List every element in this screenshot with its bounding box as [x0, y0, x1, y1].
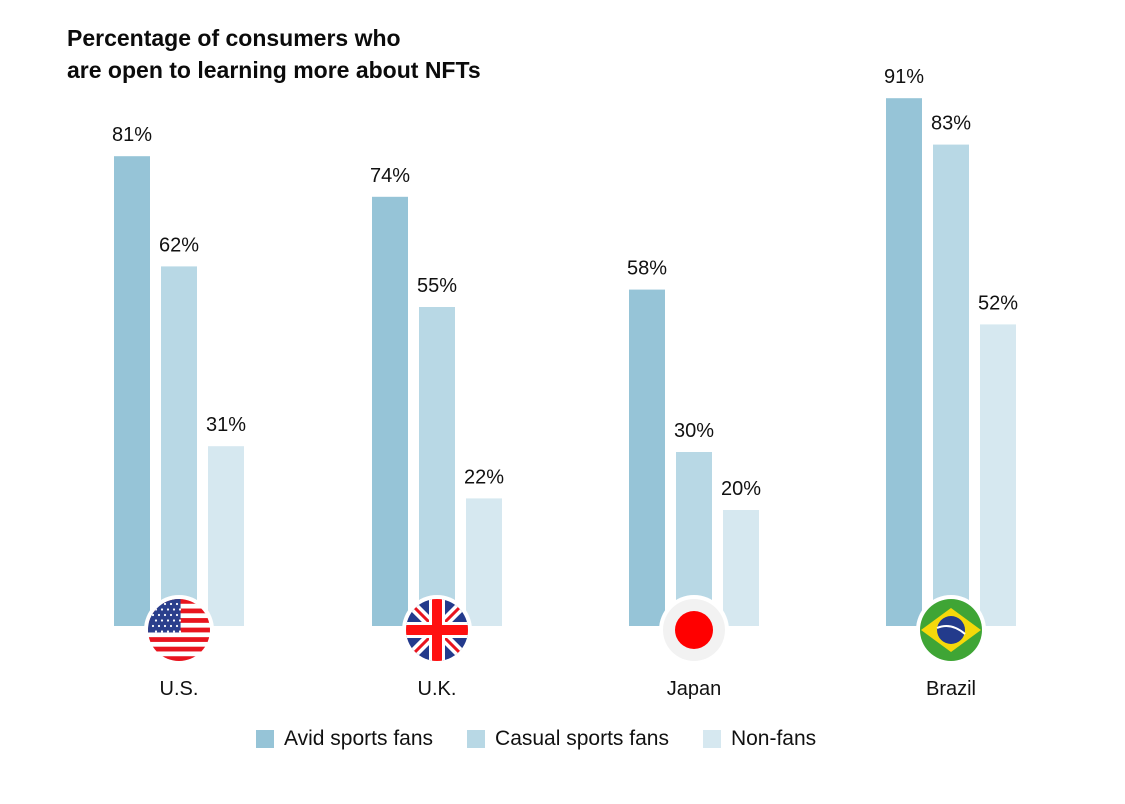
value-labels-group: 81% 62% 31% 74% 55% 22% 58% 30% 20% 91% 83% 52%: [112, 66, 1018, 500]
brazil-flag-icon: [916, 595, 986, 665]
value-label: 30%: [674, 420, 714, 442]
us-flag-icon: [144, 595, 214, 665]
bar-japan-2: [723, 510, 759, 626]
bar-us-1: [161, 266, 197, 626]
legend-item-casual: Casual sports fans: [467, 727, 669, 751]
bar-brazil-1: [933, 144, 969, 626]
value-label: 58%: [627, 258, 667, 280]
category-label-japan: Japan: [667, 678, 722, 700]
value-label: 62%: [159, 234, 199, 256]
category-labels-group: U.S. U.K. Japan Brazil: [160, 678, 976, 700]
bar-uk-0: [372, 196, 408, 627]
value-label: 22%: [464, 466, 504, 488]
legend-swatch-avid: [256, 730, 274, 748]
legend-item-avid: Avid sports fans: [256, 727, 433, 751]
chart-title-line-1: Percentage of consumers who: [67, 25, 401, 51]
legend-swatch-casual: [467, 730, 486, 748]
value-label: 20%: [721, 478, 761, 500]
legend-item-nonfans: Non-fans: [702, 727, 817, 751]
value-label: 81%: [112, 124, 152, 146]
value-label: 91%: [884, 66, 924, 88]
legend: Avid sports fans Casual sports fans Non-…: [256, 727, 850, 751]
legend-label-casual: Casual sports fans: [495, 727, 669, 750]
category-label-brazil: Brazil: [926, 678, 976, 700]
bar-brazil-2: [980, 324, 1016, 626]
legend-label-nonfans: Non-fans: [730, 727, 817, 750]
bars-group: [114, 98, 1016, 627]
value-label: 74%: [370, 165, 410, 187]
value-label: 52%: [978, 292, 1018, 314]
japan-flag-icon: [659, 595, 729, 665]
value-label: 83%: [931, 113, 971, 135]
value-label: 55%: [417, 275, 457, 297]
bar-uk-1: [419, 307, 455, 626]
bar-uk-2: [466, 498, 502, 626]
category-label-us: U.S.: [160, 678, 199, 700]
uk-flag-icon: [402, 595, 472, 665]
category-label-uk: U.K.: [418, 678, 457, 700]
legend-swatch-nonfans: [702, 730, 721, 748]
flags-group: [144, 595, 986, 665]
value-label: 31%: [206, 414, 246, 436]
bar-us-0: [114, 156, 150, 626]
bar-us-2: [208, 446, 244, 626]
bar-chart: 81% 62% 31% 74% 55% 22% 58% 30% 20% 91% 83% 52% U.S…: [112, 66, 1018, 700]
bar-japan-0: [629, 289, 665, 626]
chart-title: Percentage of consumers who are open to …: [67, 22, 481, 86]
chart-title-line-2: are open to learning more about NFTs: [67, 57, 481, 83]
bar-brazil-0: [886, 98, 922, 626]
legend-label-avid: Avid sports fans: [284, 727, 434, 750]
